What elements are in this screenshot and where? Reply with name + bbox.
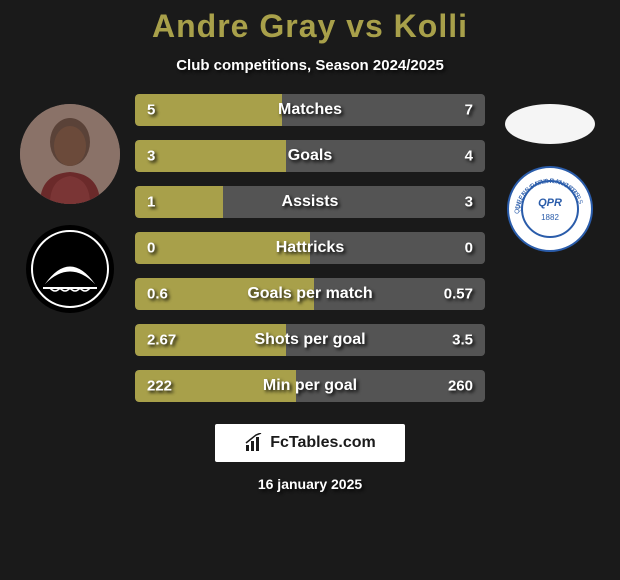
content-row: Matches57Goals34Assists13Hattricks00Goal… (0, 94, 620, 402)
stat-label: Shots per goal (135, 331, 485, 349)
stat-row: Assists1 3 (135, 186, 485, 218)
stat-label: Matches (135, 101, 485, 119)
svg-text:QPR: QPR (538, 197, 562, 209)
right-player-column: QPR 1882 QUEENS PARK RANGERS QUEENS PARK… (495, 94, 605, 254)
stat-label: Goals per match (135, 285, 485, 303)
brand-badge[interactable]: FcTables.com (215, 424, 405, 462)
footer-date: 16 january 2025 (258, 476, 362, 492)
stat-label: Assists (135, 193, 485, 211)
right-value: 3 (465, 194, 473, 211)
brand-text: FcTables.com (270, 434, 376, 452)
page-title: Andre Gray vs Kolli (152, 8, 468, 45)
stat-bars: Matches57Goals34Assists13Hattricks00Goal… (135, 94, 485, 402)
left-value: 0 (147, 240, 155, 257)
left-value: 5 (147, 102, 155, 119)
stat-row: Goals3 4 (135, 140, 485, 172)
comparison-card: Andre Gray vs Kolli Club competitions, S… (0, 0, 620, 580)
left-value: 3 (147, 148, 155, 165)
right-value: 4 (465, 148, 473, 165)
svg-text:1882: 1882 (541, 213, 559, 222)
qpr-badge-icon: QPR 1882 QUEENS PARK RANGERS QUEENS PARK… (505, 164, 595, 254)
right-value: 0 (465, 240, 473, 257)
left-value: 222 (147, 378, 172, 395)
right-value: 260 (448, 378, 473, 395)
left-value: 0.6 (147, 286, 168, 303)
left-value: 2.67 (147, 332, 176, 349)
chart-icon (244, 433, 264, 453)
stat-row: Hattricks0 0 (135, 232, 485, 264)
player-silhouette-icon (20, 104, 120, 204)
right-club-badge: QPR 1882 QUEENS PARK RANGERS QUEENS PARK… (505, 164, 595, 254)
stat-label: Min per goal (135, 377, 485, 395)
right-value: 0.57 (444, 286, 473, 303)
right-value: 3.5 (452, 332, 473, 349)
right-value: 7 (465, 102, 473, 119)
stat-label: Hattricks (135, 239, 485, 257)
left-club-badge (25, 224, 115, 314)
plymouth-badge-icon (25, 224, 115, 314)
stat-row: Goals per match0.6 0.57 (135, 278, 485, 310)
left-player-avatar (20, 104, 120, 204)
stat-row: Shots per goal2.67 3.5 (135, 324, 485, 356)
stat-row: Matches5 7 (135, 94, 485, 126)
right-player-avatar (505, 104, 595, 144)
stat-label: Goals (135, 147, 485, 165)
page-subtitle: Club competitions, Season 2024/2025 (176, 57, 444, 74)
left-value: 1 (147, 194, 155, 211)
stat-row: Min per goal222 260 (135, 370, 485, 402)
left-player-column (15, 94, 125, 314)
